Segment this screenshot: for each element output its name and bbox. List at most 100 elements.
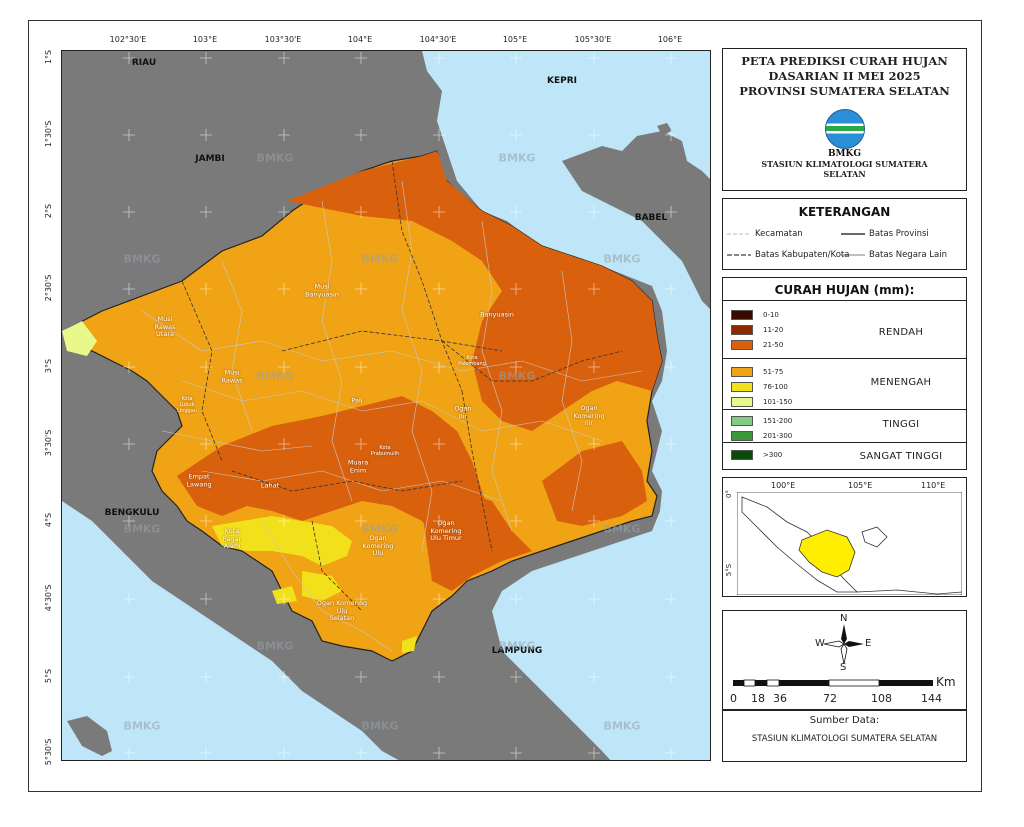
swatch-label: 11-20 bbox=[763, 326, 784, 334]
batas-kabupaten-label: Batas Kabupaten/Kota bbox=[755, 250, 850, 260]
swatch-1 bbox=[731, 325, 753, 335]
graticule-cross bbox=[200, 438, 212, 450]
compass-e: E bbox=[865, 638, 872, 649]
scale-unit: Km bbox=[936, 675, 956, 689]
lat-label: 5°30'S bbox=[44, 738, 53, 766]
graticule-cross bbox=[355, 206, 367, 218]
label-riau: RIAU bbox=[131, 58, 157, 68]
swatch-label: >300 bbox=[763, 451, 783, 459]
logo-text: BMKG bbox=[827, 149, 862, 159]
watermark: BMKG bbox=[498, 369, 536, 383]
zone-76-100 bbox=[402, 636, 417, 653]
graticule-cross bbox=[278, 747, 290, 759]
zone-21-50-northeast bbox=[287, 151, 662, 431]
category-tinggi: TINGGI bbox=[882, 419, 920, 430]
swatch-0 bbox=[731, 310, 753, 320]
kecamatan-label: Kecamatan bbox=[755, 229, 803, 239]
swatch-label: 51-75 bbox=[763, 368, 784, 376]
rainfall-legend-panel: CURAH HUJAN (mm): 0-10 11-20 21-50 51-75 76-… bbox=[722, 277, 967, 470]
kabupaten-boundaries bbox=[181, 160, 623, 612]
label-ogan-komering-ilir: Ogan Komering Ilir bbox=[573, 403, 605, 427]
graticule-cross bbox=[665, 747, 677, 759]
graticule-cross bbox=[588, 283, 600, 295]
graticule-cross bbox=[433, 671, 445, 683]
swatch-label: 0-10 bbox=[763, 311, 779, 319]
graticule-cross bbox=[433, 52, 445, 64]
watermark: BMKG bbox=[123, 719, 161, 733]
inset-lon-105: 105°E bbox=[848, 481, 873, 490]
label-banyuasin: Banyuasin bbox=[480, 310, 514, 319]
watermark: BMKG bbox=[498, 639, 536, 653]
zone-101-150 bbox=[62, 321, 97, 356]
graticule-cross bbox=[123, 206, 135, 218]
graticule-cross bbox=[665, 52, 677, 64]
compass-w: W bbox=[815, 638, 825, 649]
scale-tick-18: 18 bbox=[751, 692, 765, 705]
lon-label: 104°30'E bbox=[419, 35, 457, 44]
lon-label: 103°E bbox=[192, 35, 218, 44]
inset-canvas bbox=[737, 492, 962, 595]
graticule-cross bbox=[200, 283, 212, 295]
bmkg-logo-icon bbox=[824, 109, 865, 149]
graticule-cross bbox=[123, 129, 135, 141]
title-panel: PETA PREDIKSI CURAH HUJAN DASARIAN II ME… bbox=[722, 48, 967, 191]
graticule-cross bbox=[355, 515, 367, 527]
map-canvas bbox=[62, 51, 710, 760]
main-map[interactable]: RIAU JAMBI KEPRI BABEL BENGKULU LAMPUNG … bbox=[61, 50, 711, 761]
keterangan-title: KETERANGAN bbox=[798, 205, 891, 219]
graticule-cross bbox=[588, 515, 600, 527]
lat-label: 2°30'S bbox=[44, 274, 53, 302]
graticule-cross bbox=[665, 438, 677, 450]
watermark: BMKG bbox=[603, 719, 641, 733]
graticule-cross bbox=[355, 283, 367, 295]
divider bbox=[723, 409, 966, 410]
graticule-cross bbox=[123, 283, 135, 295]
graticule-cross bbox=[278, 361, 290, 373]
scale-tick-108: 108 bbox=[871, 692, 892, 705]
lon-label: 106°E bbox=[657, 35, 683, 44]
graticule-cross bbox=[665, 515, 677, 527]
label-lubuk-linggau: Kota Lubuk Linggau bbox=[177, 396, 197, 414]
graticule-cross bbox=[123, 593, 135, 605]
graticule-cross bbox=[278, 206, 290, 218]
divider bbox=[723, 300, 966, 301]
label-babel: BABEL bbox=[634, 213, 668, 223]
graticule-cross bbox=[665, 593, 677, 605]
graticule-cross bbox=[123, 747, 135, 759]
graticule-cross bbox=[510, 129, 522, 141]
station-line-1: STASIUN KLIMATOLOGI SUMATERA bbox=[761, 159, 928, 169]
graticule-cross bbox=[588, 206, 600, 218]
graticule-cross bbox=[123, 52, 135, 64]
graticule-cross bbox=[355, 438, 367, 450]
batas-negara-label: Batas Negara Lain bbox=[869, 250, 948, 260]
station-line-2: SELATAN bbox=[823, 169, 866, 179]
graticule-cross bbox=[200, 206, 212, 218]
inset-map: 100°E 105°E 110°E 0° 5°S bbox=[722, 477, 967, 597]
source-text: STASIUN KLIMATOLOGI SUMATERA SELATAN bbox=[751, 734, 938, 744]
label-musi-banyuasin: Musi Banyuasin bbox=[305, 282, 339, 298]
watermark: BMKG bbox=[603, 522, 641, 536]
graticule-cross bbox=[278, 593, 290, 605]
graticule-cross bbox=[433, 515, 445, 527]
graticule-cross bbox=[200, 747, 212, 759]
bangka-island bbox=[562, 131, 710, 309]
label-palembang: Kota Palembang bbox=[458, 355, 486, 367]
graticule-cross bbox=[200, 671, 212, 683]
lon-label: 102°30'E bbox=[109, 35, 147, 44]
category-menengah: MENENGAH bbox=[870, 377, 932, 388]
swatch-4 bbox=[731, 382, 753, 392]
watermark: BMKG bbox=[256, 151, 294, 165]
graticule-cross bbox=[355, 52, 367, 64]
lon-label: 104°E bbox=[347, 35, 373, 44]
source-title: Sumber Data: bbox=[809, 715, 880, 726]
graticule-cross bbox=[588, 52, 600, 64]
divider bbox=[723, 442, 966, 443]
zone-76-100 bbox=[302, 571, 342, 601]
watermark: BMKG bbox=[256, 639, 294, 653]
graticule-cross bbox=[510, 206, 522, 218]
graticule-cross bbox=[588, 671, 600, 683]
title-line-3: PROVINSI SUMATERA SELATAN bbox=[739, 84, 950, 98]
swatch-6 bbox=[731, 416, 753, 426]
watermark: BMKG bbox=[361, 522, 399, 536]
label-oku-selatan: Ogan Komering Ulu Selatan bbox=[316, 598, 368, 622]
